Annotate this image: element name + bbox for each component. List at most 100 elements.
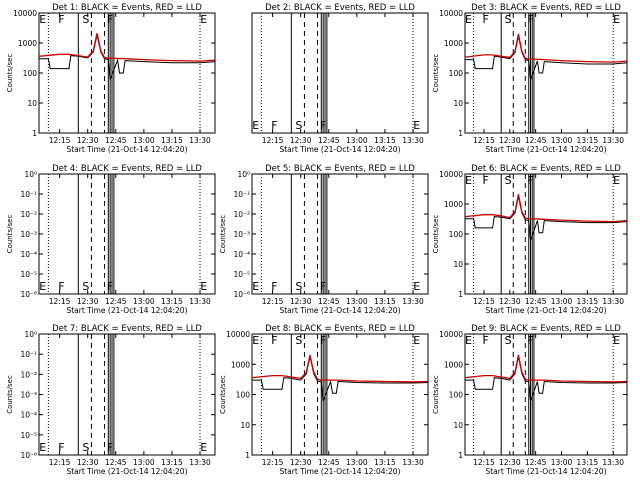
y-tick-label: 10⁻¹ xyxy=(20,190,37,199)
plot-frame xyxy=(251,333,429,456)
phase-marker: E xyxy=(200,280,207,293)
y-tick-label: 10⁻³ xyxy=(20,391,37,400)
x-tick-label: 12:15 xyxy=(49,458,71,467)
x-tick-label: 12:45 xyxy=(318,136,340,145)
phase-marker: F xyxy=(320,334,326,347)
y-tick-label: 1000 xyxy=(18,39,37,48)
x-tick-label: 12:45 xyxy=(105,297,127,306)
y-tick-label: 10 xyxy=(27,99,37,108)
y-tick-label: 10⁻⁶ xyxy=(20,290,37,299)
y-tick-label: 10⁻⁴ xyxy=(20,411,37,420)
y-axis-label: Counts/sec xyxy=(432,54,440,93)
x-tick-label: 12:15 xyxy=(473,136,495,145)
y-tick-label: 10⁰ xyxy=(24,170,37,179)
y-tick-label: 100 xyxy=(449,230,464,239)
series-lld-line xyxy=(464,194,628,223)
plot-frame xyxy=(464,173,628,295)
panel-title: Det 9: BLACK = Events, RED = LLD xyxy=(471,324,621,334)
x-tick-label: 12:30 xyxy=(499,297,521,306)
panel-title: Det 2: BLACK = Events, RED = LLD xyxy=(265,3,415,13)
y-tick-label: 10⁰ xyxy=(24,330,37,339)
y-tick-label: 10 xyxy=(453,99,463,108)
phase-marker: F xyxy=(320,280,326,293)
phase-marker: E xyxy=(200,13,207,26)
y-tick-label: 1000 xyxy=(444,200,463,209)
x-tick-label: 13:15 xyxy=(577,136,599,145)
phase-marker: E xyxy=(413,334,420,347)
phase-marker: E xyxy=(465,334,472,347)
phase-marker: E xyxy=(613,334,620,347)
y-axis-label: Counts/sec xyxy=(6,54,14,93)
panel-title: Det 1: BLACK = Events, RED = LLD xyxy=(52,3,202,13)
phase-marker: S xyxy=(82,280,89,293)
y-tick-label: 100 xyxy=(449,69,464,78)
phase-marker: F xyxy=(107,280,113,293)
x-axis-label: Start Time (21-Oct-14 12:04:20) xyxy=(66,467,187,476)
x-tick-label: 13:00 xyxy=(551,136,573,145)
x-axis-label: Start Time (21-Oct-14 12:04:20) xyxy=(485,306,606,315)
x-tick-label: 13:30 xyxy=(189,297,211,306)
series-events-line xyxy=(465,35,628,80)
phase-marker: E xyxy=(613,174,620,187)
y-tick-label: 1 xyxy=(458,451,463,460)
phase-marker: F xyxy=(271,280,277,293)
panel-det-9: Det 9: BLACK = Events, RED = LLD 1 10 100 10… xyxy=(432,324,628,476)
series-events-line xyxy=(465,196,628,241)
x-tick-label: 12:30 xyxy=(499,136,521,145)
panel-det-5: Det 5: BLACK = Events, RED = LLD 10⁻⁶ 10⁻⁵… xyxy=(219,164,429,315)
panel-det-7: Det 7: BLACK = Events, RED = LLD 10⁻⁶ 10⁻⁵… xyxy=(6,324,216,476)
y-axis-label: Counts/sec xyxy=(432,375,440,414)
x-tick-label: 13:15 xyxy=(374,136,396,145)
x-tick-label: 13:30 xyxy=(189,458,211,467)
phase-marker: E xyxy=(39,280,46,293)
series-lld-line xyxy=(251,354,429,383)
x-tick-label: 12:45 xyxy=(318,458,340,467)
panel-title: Det 7: BLACK = Events, RED = LLD xyxy=(52,324,202,334)
panel-det-6: Det 6: BLACK = Events, RED = LLD 1 10 100 10… xyxy=(432,164,628,315)
x-tick-label: 13:00 xyxy=(346,136,368,145)
x-tick-label: 12:15 xyxy=(473,458,495,467)
y-tick-label: 1000 xyxy=(444,39,463,48)
x-axis-label: Start Time (21-Oct-14 12:04:20) xyxy=(279,467,400,476)
phase-marker: F xyxy=(58,441,64,454)
y-axis-label: Counts/sec xyxy=(6,215,14,254)
x-tick-label: 13:00 xyxy=(551,297,573,306)
phase-marker: F xyxy=(483,174,489,187)
y-tick-label: 10 xyxy=(453,421,463,430)
x-tick-label: 12:15 xyxy=(49,297,71,306)
phase-marker: S xyxy=(82,13,89,26)
panel-det-8: Det 8: BLACK = Events, RED = LLD 1 10 100 10… xyxy=(219,324,429,476)
x-axis-label: Start Time (21-Oct-14 12:04:20) xyxy=(485,467,606,476)
x-axis-label: Start Time (21-Oct-14 12:04:20) xyxy=(279,306,400,315)
phase-marker: E xyxy=(252,334,259,347)
x-tick-label: 12:15 xyxy=(262,458,284,467)
phase-marker: F xyxy=(107,13,113,26)
series-lld-line xyxy=(38,33,216,62)
y-axis-label: Counts/sec xyxy=(432,215,440,254)
phase-marker: S xyxy=(505,13,512,26)
y-tick-label: 10⁻³ xyxy=(20,230,37,239)
x-tick-label: 13:15 xyxy=(374,458,396,467)
phase-marker: E xyxy=(252,280,259,293)
y-tick-label: 10⁻² xyxy=(20,370,37,379)
phase-marker: F xyxy=(320,119,326,132)
y-axis-label: Counts/sec xyxy=(6,375,14,414)
phase-marker: F xyxy=(527,174,533,187)
x-tick-label: 12:15 xyxy=(262,297,284,306)
phase-marker: E xyxy=(39,13,46,26)
phase-marker: E xyxy=(39,441,46,454)
plot-frame xyxy=(464,333,628,456)
x-tick-label: 12:15 xyxy=(473,297,495,306)
y-tick-label: 1 xyxy=(32,129,37,138)
series-lld-line xyxy=(464,33,628,63)
x-tick-label: 12:30 xyxy=(77,297,99,306)
phase-marker: S xyxy=(295,334,302,347)
plot-frame xyxy=(251,173,429,295)
x-axis-label: Start Time (21-Oct-14 12:04:20) xyxy=(485,145,606,154)
y-tick-label: 10 xyxy=(240,421,250,430)
series-events-line xyxy=(465,356,628,402)
series-events-line xyxy=(39,35,216,80)
y-tick-label: 10⁻² xyxy=(20,210,37,219)
phase-marker: E xyxy=(413,119,420,132)
